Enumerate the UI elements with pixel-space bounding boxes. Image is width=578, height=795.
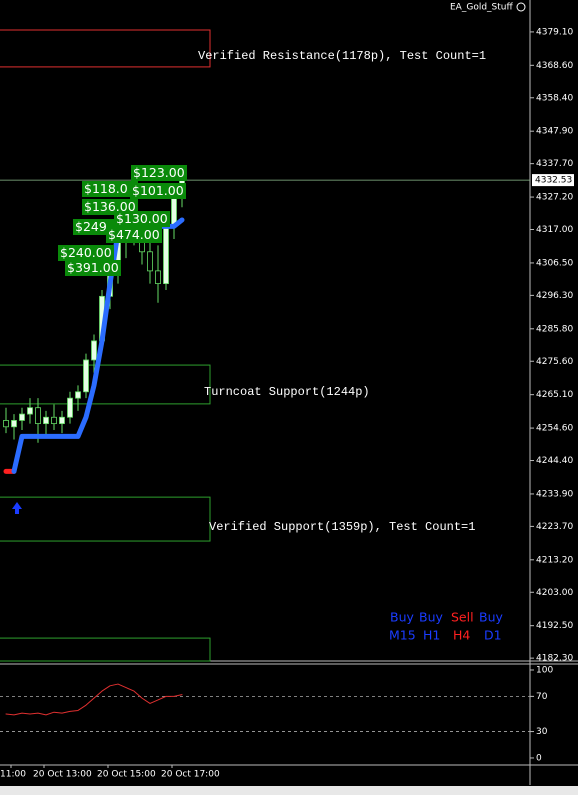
y-tick-label: 4213.20 <box>536 555 573 565</box>
candle-body <box>35 407 41 425</box>
y-tick-label: 0 <box>536 753 542 763</box>
candle-body <box>171 194 177 227</box>
trade-label: $136.00 <box>84 199 136 214</box>
signal-timeframe: H1 <box>423 628 440 643</box>
candle-body <box>43 416 49 425</box>
signal-action: Buy <box>419 610 443 625</box>
candle-body <box>59 416 65 425</box>
trade-label: $101.00 <box>132 183 184 198</box>
y-tick-label: 4337.70 <box>536 159 573 169</box>
y-tick-label: 4275.60 <box>536 357 573 367</box>
x-tick-label: 20 Oct 15:00 <box>97 770 156 780</box>
candle-body <box>67 397 73 418</box>
trade-label-bg <box>82 181 138 197</box>
trade-label: $130.00 <box>116 211 168 226</box>
trade-label-bg <box>131 165 187 181</box>
y-tick-label: 4233.90 <box>536 489 573 499</box>
signal-timeframe: M15 <box>389 628 416 643</box>
candle-body <box>19 413 25 421</box>
y-tick-label: 4347.90 <box>536 127 573 137</box>
candle-body <box>51 416 57 425</box>
signal-action: Buy <box>390 610 414 625</box>
zone <box>0 364 211 405</box>
y-tick-label: 4192.50 <box>536 621 573 631</box>
candle-body <box>75 391 81 399</box>
y-tick-label: 4203.00 <box>536 588 573 598</box>
trade-label-bg <box>130 183 186 199</box>
y-tick-label: 100 <box>536 665 553 675</box>
candle-body <box>163 225 169 285</box>
status-strip <box>0 786 578 795</box>
y-tick-label: 70 <box>536 692 548 702</box>
candle-body <box>155 270 161 285</box>
zone-label: Verified Support(1359p), Test Count=1 <box>209 520 475 534</box>
smiley-icon <box>516 2 526 12</box>
y-tick-label: 4379.10 <box>536 27 573 37</box>
candle-body <box>91 340 97 361</box>
zone <box>0 29 211 68</box>
trade-label: $118.0 <box>84 181 128 196</box>
trade-label-bg <box>114 211 170 227</box>
y-tick-label: 4285.80 <box>536 324 573 334</box>
trade-label: $249 <box>75 219 107 234</box>
x-tick-label: 11:00 <box>0 770 26 780</box>
candle-body <box>3 420 9 428</box>
candle-body <box>27 407 33 415</box>
x-tick-label: 20 Oct 13:00 <box>33 770 92 780</box>
signal-action: Sell <box>451 610 474 625</box>
trade-label-bg <box>58 245 114 261</box>
last-price-box <box>532 174 574 187</box>
y-tick-label: 4223.70 <box>536 522 573 532</box>
y-tick-label: 4368.60 <box>536 61 573 71</box>
signal-timeframe: H4 <box>453 628 470 643</box>
y-tick-label: 4358.40 <box>536 93 573 103</box>
signal-timeframe: D1 <box>484 628 502 643</box>
buy-arrow <box>12 502 22 514</box>
y-tick-label: 4182.30 <box>536 654 573 664</box>
zone-label: Verified Resistance(1178p), Test Count=1 <box>198 49 486 63</box>
trade-label: $474.00 <box>108 227 160 242</box>
x-tick-label: 20 Oct 17:00 <box>161 770 220 780</box>
candle-body <box>147 251 153 272</box>
zone <box>0 496 211 542</box>
trade-label-bg <box>65 260 121 276</box>
y-tick-label: 4296.30 <box>536 291 573 301</box>
zone <box>0 637 211 662</box>
y-tick-label: 4254.60 <box>536 424 573 434</box>
last-price-label: 4332.53 <box>535 176 572 186</box>
trade-label-bg <box>106 227 162 243</box>
y-tick-label: 4317.00 <box>536 225 573 235</box>
ea-title: EA_Gold_Stuff <box>450 3 513 13</box>
y-tick-label: 4327.20 <box>536 193 573 203</box>
y-tick-label: 4306.50 <box>536 258 573 268</box>
trade-label: $240.00 <box>60 245 112 260</box>
candle-body <box>83 359 89 393</box>
trade-label: $123.00 <box>133 165 185 180</box>
zone-label: Turncoat Support(1244p) <box>204 385 370 399</box>
y-tick-label: 30 <box>536 727 548 737</box>
candle-body <box>11 420 17 428</box>
trade-label: $391.00 <box>67 260 119 275</box>
trend-line <box>5 683 183 716</box>
y-tick-label: 4265.10 <box>536 390 573 400</box>
y-tick-label: 4244.40 <box>536 456 573 466</box>
signal-action: Buy <box>479 610 503 625</box>
